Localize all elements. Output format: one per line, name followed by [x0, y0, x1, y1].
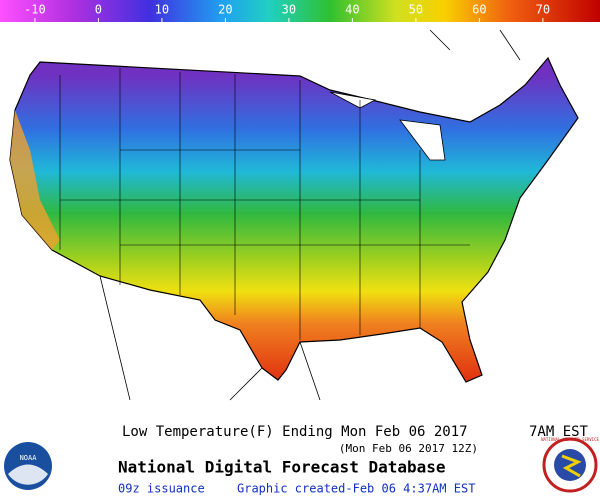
noaa-wave [8, 464, 48, 485]
nws-bolt [561, 454, 582, 478]
colorbar-tick-label: -10 [24, 3, 46, 17]
map-title: Low Temperature(F) Ending Mon Feb 06 201… [122, 424, 468, 440]
neighbor-coast [99, 29, 521, 401]
west-coast-band [10, 110, 60, 250]
colorbar-tick-label: 40 [345, 3, 359, 17]
colorbar-tick-label: 0 [95, 3, 102, 17]
colorbar [0, 0, 600, 22]
colorbar-tick-label: 50 [409, 3, 423, 17]
valid-utc: (Mon Feb 06 2017 12Z) [339, 442, 478, 455]
colorbar-tick-label: 70 [536, 3, 550, 17]
nws-label: NATIONAL WEATHER SERVICE [541, 437, 599, 442]
created-time: Graphic created-Feb 06 4:37AM EST [237, 482, 475, 496]
nws-logo: NATIONAL WEATHER SERVICE [541, 437, 599, 493]
colorbar-tick-label: 10 [155, 3, 169, 17]
database-name: National Digital Forecast Database [118, 458, 446, 477]
map [9, 29, 579, 401]
colorbar-tick-label: 20 [218, 3, 232, 17]
colorbar-tick-label: 60 [472, 3, 486, 17]
us-land [9, 56, 579, 383]
noaa-label: NOAA [20, 454, 38, 462]
colorbar-tick-label: 30 [282, 3, 296, 17]
issuance: 09z issuance [118, 482, 205, 496]
great-lakes [329, 91, 446, 161]
state-lines [59, 68, 470, 340]
noaa-logo: NOAA [4, 442, 52, 490]
colorbar-ticks: -10 0 10 20 30 40 50 60 70 [24, 3, 550, 22]
valid-time: 7AM EST [529, 424, 589, 440]
